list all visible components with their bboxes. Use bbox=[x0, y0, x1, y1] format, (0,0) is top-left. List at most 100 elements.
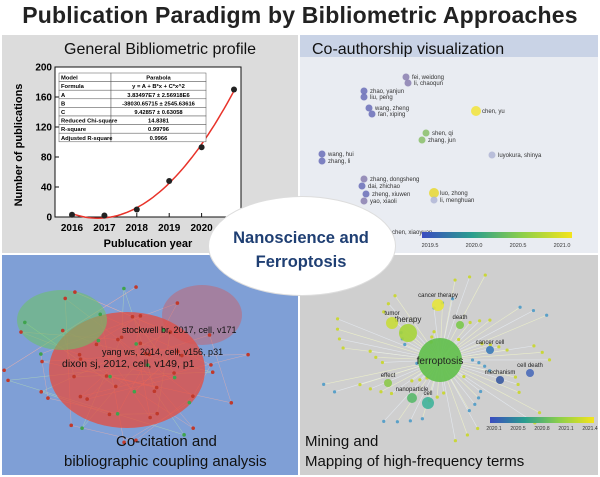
term-node bbox=[382, 419, 386, 423]
term-node bbox=[335, 327, 340, 331]
cocitation-node bbox=[85, 397, 89, 401]
term-node bbox=[513, 375, 518, 379]
cocitation-node bbox=[119, 335, 124, 340]
cocitation-node bbox=[116, 337, 120, 342]
cocitation-node bbox=[172, 371, 176, 375]
x-axis-label: Publucation year bbox=[104, 238, 193, 250]
term-node bbox=[496, 376, 504, 384]
term-node bbox=[518, 305, 522, 309]
coauthor-label: zhao, yanjun bbox=[370, 89, 404, 95]
term-node bbox=[415, 361, 419, 365]
term-scale-tick: 2020.8 bbox=[534, 426, 550, 432]
coauthor-label: luyokura, shinya bbox=[498, 153, 542, 159]
term-label: death bbox=[452, 315, 467, 321]
cocitation-node bbox=[161, 328, 166, 332]
coauthor-node bbox=[365, 104, 373, 112]
term-label: effect bbox=[381, 373, 396, 379]
panel-title-cocitation-line1: Co-citation and bbox=[116, 433, 217, 450]
fit-table-label: Reduced Chi-square bbox=[61, 119, 118, 125]
data-point bbox=[198, 144, 205, 151]
coauthor-node bbox=[360, 197, 368, 205]
y-tick-label: 200 bbox=[35, 63, 52, 74]
term-node bbox=[368, 387, 372, 391]
term-label: cancer therapy bbox=[418, 293, 458, 299]
fit-table-cell bbox=[58, 98, 112, 108]
cocitation-node bbox=[207, 333, 212, 337]
term-label: therapy bbox=[395, 315, 422, 324]
term-node bbox=[476, 396, 481, 400]
term-scale-tick: 2020.1 bbox=[486, 426, 502, 432]
term-node bbox=[403, 342, 407, 347]
term-node bbox=[442, 391, 446, 395]
x-tick-label: 2016 bbox=[61, 223, 84, 234]
term-node bbox=[389, 391, 394, 396]
term-node bbox=[457, 337, 461, 342]
term-node bbox=[432, 299, 444, 311]
cocitation-node bbox=[180, 353, 184, 358]
coauthor-label: chen, yu bbox=[482, 109, 505, 115]
term-node bbox=[532, 344, 536, 348]
term-node bbox=[470, 358, 475, 362]
cocitation-node bbox=[148, 415, 152, 420]
term-label: cancer cell bbox=[476, 340, 505, 346]
coauthor-label: zhang, dongsheng bbox=[370, 177, 419, 183]
term-node bbox=[450, 297, 455, 301]
fit-table-label: Adjusted R-square bbox=[61, 136, 113, 142]
coauthor-scale-bar bbox=[422, 232, 572, 238]
cocitation-node bbox=[115, 412, 120, 416]
cocitation-node bbox=[229, 401, 234, 405]
term-node bbox=[531, 308, 536, 313]
fit-table-value: y = A + B*x + C*x^2 bbox=[132, 84, 185, 90]
cocitation-node bbox=[147, 352, 152, 357]
coauthor-label: wang, zheng bbox=[374, 106, 409, 112]
data-point bbox=[231, 86, 237, 93]
coauthor-node bbox=[430, 196, 438, 204]
cocitation-node bbox=[46, 396, 50, 400]
y-tick-label: 40 bbox=[41, 183, 53, 194]
x-tick-label: 2019 bbox=[158, 223, 181, 234]
term-node bbox=[467, 275, 472, 279]
panel-bibliometric-profile: General Bibliometric profile 0 40 80 120 160… bbox=[2, 35, 298, 253]
term-label: nanoparticle bbox=[396, 387, 429, 393]
fit-table-value: 9.42857 ± 0.63058 bbox=[134, 110, 183, 116]
term-node bbox=[487, 369, 492, 373]
cocitation-node bbox=[138, 314, 143, 318]
term-label: ferroptosis bbox=[417, 356, 464, 367]
term-node bbox=[547, 358, 552, 362]
fit-table-label: Formula bbox=[61, 84, 85, 90]
cocitation-node bbox=[134, 438, 138, 443]
cocitation-node bbox=[246, 352, 250, 357]
term-node bbox=[517, 390, 521, 394]
cocitation-node bbox=[132, 389, 137, 394]
coauthor-node bbox=[360, 93, 368, 101]
cocitation-node bbox=[172, 375, 177, 380]
term-label: cell bbox=[423, 391, 432, 397]
fit-table-value: Parabola bbox=[146, 76, 171, 82]
term-node bbox=[418, 338, 462, 382]
cocitation-edge bbox=[209, 334, 232, 403]
term-node bbox=[341, 346, 345, 350]
coauthor-node bbox=[471, 106, 481, 116]
term-node bbox=[497, 345, 501, 349]
cocitation-node bbox=[152, 389, 157, 394]
cocitation-node bbox=[191, 394, 195, 398]
cocitation-node bbox=[60, 328, 65, 333]
term-node bbox=[420, 417, 424, 421]
term-node bbox=[480, 342, 484, 346]
term-node bbox=[322, 382, 326, 386]
fit-table-cell bbox=[58, 89, 112, 100]
cocitation-node bbox=[134, 342, 138, 346]
term-node bbox=[526, 369, 534, 377]
term-scale-tick: 2021.1 bbox=[558, 426, 574, 432]
fit-table-label: A bbox=[61, 93, 66, 99]
term-label: tumor bbox=[384, 311, 399, 317]
coauthor-label: zhang, jun bbox=[428, 138, 456, 144]
coauthor-node bbox=[404, 79, 412, 87]
term-node bbox=[393, 294, 397, 298]
term-node bbox=[462, 375, 466, 379]
term-node bbox=[432, 330, 436, 334]
cocitation-node bbox=[23, 320, 27, 325]
panel-title-cocitation-line2: bibliographic coupling analysis bbox=[64, 453, 267, 470]
term-node bbox=[335, 317, 340, 321]
cocitation-node bbox=[138, 341, 143, 346]
